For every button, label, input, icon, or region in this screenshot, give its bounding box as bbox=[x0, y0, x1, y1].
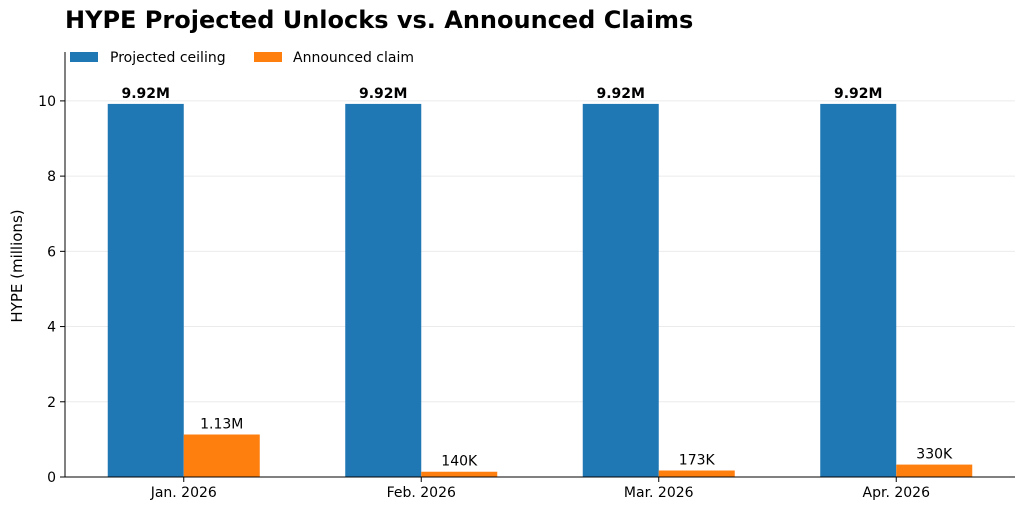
y-tick-label-0: 0 bbox=[47, 470, 56, 486]
data-label-projected-3: 9.92M bbox=[834, 86, 882, 102]
bar-projected-2 bbox=[582, 103, 659, 478]
y-tick-label-3: 6 bbox=[47, 244, 56, 260]
data-labels: 9.92M 1.13M 9.92M 140K 9.92M 173K 9.92M 330K bbox=[122, 86, 954, 470]
y-tick-label-5: 10 bbox=[38, 94, 56, 110]
bar-announced-1 bbox=[421, 471, 498, 477]
legend: Projected ceiling Announced claim bbox=[70, 50, 414, 66]
bars bbox=[107, 103, 973, 478]
y-tick-label-1: 2 bbox=[47, 395, 56, 411]
bar-projected-3 bbox=[820, 103, 897, 478]
data-label-projected-2: 9.92M bbox=[597, 86, 645, 102]
y-axis-label: HYPE (millions) bbox=[8, 209, 26, 322]
legend-swatch-announced bbox=[254, 52, 282, 62]
x-tick-label-3: Apr. 2026 bbox=[863, 485, 931, 501]
x-tick-label-1: Feb. 2026 bbox=[387, 485, 456, 501]
bar-announced-3 bbox=[896, 464, 973, 477]
legend-label-projected: Projected ceiling bbox=[110, 50, 226, 66]
legend-label-announced: Announced claim bbox=[293, 50, 414, 66]
y-tick-label-2: 4 bbox=[47, 320, 56, 336]
data-label-announced-1: 140K bbox=[441, 454, 478, 470]
bar-projected-1 bbox=[345, 103, 422, 478]
x-tick-label-0: Jan. 2026 bbox=[150, 485, 217, 501]
x-tick-label-2: Mar. 2026 bbox=[624, 485, 694, 501]
axes: 0 2 4 6 8 10 Jan. 2026 Feb. 2026 Mar. 2026 Apr. 2… bbox=[38, 52, 1015, 501]
data-label-projected-1: 9.92M bbox=[359, 86, 407, 102]
data-label-announced-0: 1.13M bbox=[200, 417, 243, 433]
data-label-announced-3: 330K bbox=[916, 447, 953, 463]
bar-announced-0 bbox=[183, 434, 260, 477]
bar-announced-2 bbox=[658, 470, 735, 477]
data-label-announced-2: 173K bbox=[679, 452, 716, 468]
chart-title: HYPE Projected Unlocks vs. Announced Cla… bbox=[65, 6, 693, 34]
data-label-projected-0: 9.92M bbox=[122, 86, 170, 102]
bar-projected-0 bbox=[107, 103, 184, 478]
legend-swatch-projected bbox=[70, 52, 98, 62]
y-tick-label-4: 8 bbox=[47, 169, 56, 185]
